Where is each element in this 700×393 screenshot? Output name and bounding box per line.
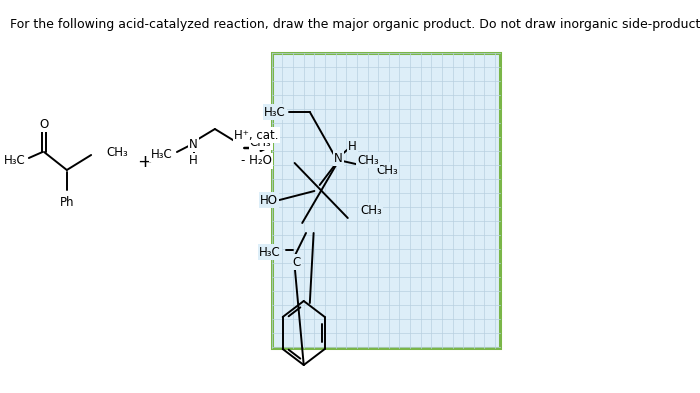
Text: HO: HO	[260, 193, 278, 206]
Text: Ph: Ph	[60, 196, 74, 209]
Text: - H₂O: - H₂O	[241, 154, 272, 167]
Text: H₃C: H₃C	[150, 147, 172, 160]
Text: CH₃: CH₃	[360, 204, 382, 217]
Text: H: H	[189, 154, 198, 167]
Text: N: N	[335, 151, 343, 165]
Text: H₃C: H₃C	[259, 246, 281, 259]
Text: C: C	[293, 255, 301, 268]
Text: CH₃: CH₃	[250, 136, 272, 149]
Text: H: H	[348, 140, 357, 152]
Text: H₃C: H₃C	[4, 154, 26, 167]
Text: O: O	[39, 118, 49, 130]
Text: H⁺, cat.: H⁺, cat.	[234, 129, 279, 141]
Text: For the following acid-catalyzed reaction, draw the major organic product. Do no: For the following acid-catalyzed reactio…	[10, 18, 700, 31]
Text: N: N	[189, 138, 198, 151]
Text: CH₃: CH₃	[106, 147, 128, 160]
FancyBboxPatch shape	[272, 53, 500, 348]
Text: H₃C: H₃C	[264, 105, 286, 119]
Text: CH₃: CH₃	[357, 154, 379, 167]
Text: +: +	[136, 153, 152, 171]
Text: CH₃: CH₃	[376, 163, 398, 176]
